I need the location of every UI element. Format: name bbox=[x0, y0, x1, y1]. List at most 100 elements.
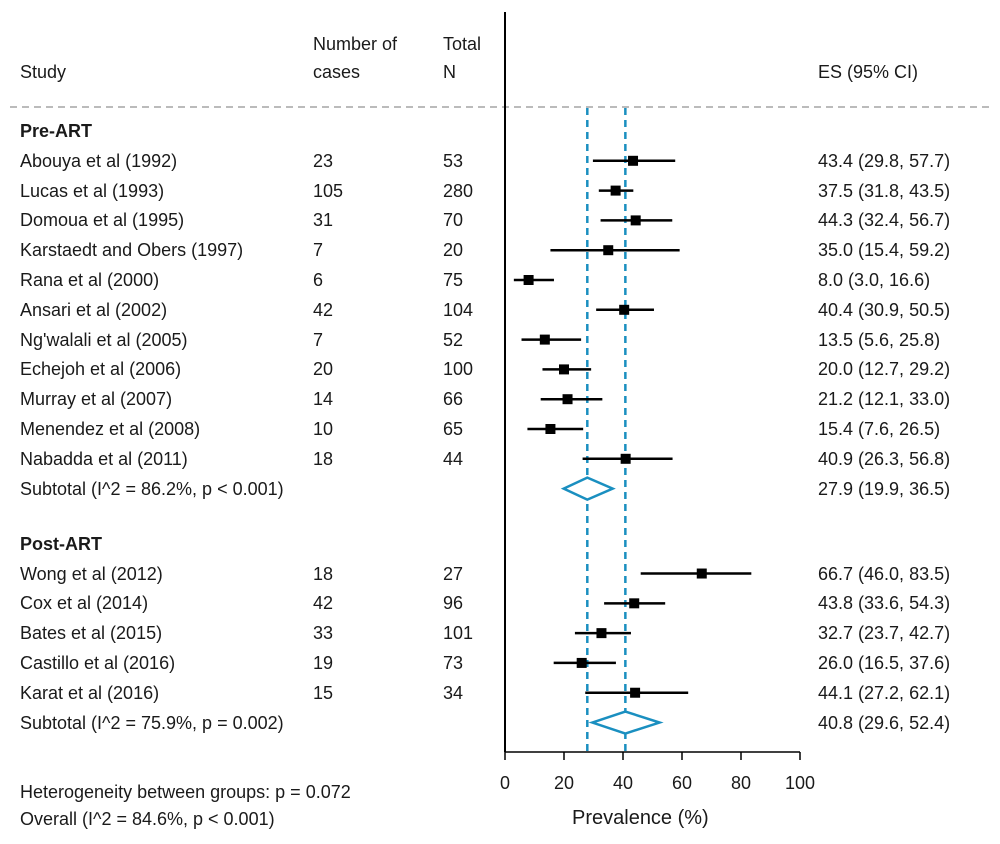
point-estimate bbox=[628, 155, 639, 166]
study-name: Bates et al (2015) bbox=[20, 623, 163, 644]
study-name: Karstaedt and Obers (1997) bbox=[20, 240, 244, 261]
study-cases: 105 bbox=[313, 180, 344, 201]
study-es-label: 20.0 (12.7, 29.2) bbox=[818, 359, 951, 380]
study-es-label: 40.4 (30.9, 50.5) bbox=[818, 299, 951, 320]
study-total-n: 70 bbox=[443, 210, 464, 231]
study-es-label: 13.5 (5.6, 25.8) bbox=[818, 329, 941, 350]
point-estimate bbox=[696, 568, 707, 579]
x-tick-label-40: 40 bbox=[613, 773, 633, 793]
study-total-n: 27 bbox=[443, 563, 464, 584]
point-estimate bbox=[629, 598, 640, 609]
point-estimate bbox=[545, 424, 556, 434]
study-es-label: 40.9 (26.3, 56.8) bbox=[818, 448, 951, 469]
study-name: Karat et al (2016) bbox=[20, 682, 160, 703]
study-es-label: 66.7 (46.0, 83.5) bbox=[818, 563, 951, 584]
study-total-n: 75 bbox=[443, 270, 464, 290]
study-cases: 18 bbox=[313, 563, 334, 584]
subtotal-label-0: Subtotal (I^2 = 86.2%, p < 0.001) bbox=[20, 478, 284, 499]
point-estimate bbox=[596, 628, 607, 639]
subtotal-label-1: Subtotal (I^2 = 75.9%, p = 0.002) bbox=[20, 712, 284, 733]
study-name: Ng'walali et al (2005) bbox=[20, 329, 188, 350]
study-total-n: 104 bbox=[443, 299, 474, 320]
study-total-n: 101 bbox=[443, 623, 474, 644]
study-cases: 42 bbox=[313, 299, 334, 320]
study-cases: 20 bbox=[313, 359, 334, 380]
study-es-label: 26.0 (16.5, 37.6) bbox=[818, 652, 951, 673]
study-name: Murray et al (2007) bbox=[20, 389, 173, 410]
study-name: Cox et al (2014) bbox=[20, 593, 149, 614]
study-cases: 10 bbox=[313, 419, 334, 439]
header-es: ES (95% CI) bbox=[818, 62, 919, 82]
point-estimate bbox=[630, 215, 641, 226]
point-estimate bbox=[603, 245, 614, 256]
study-name: Castillo et al (2016) bbox=[20, 652, 176, 673]
point-estimate bbox=[539, 334, 550, 345]
study-es-label: 15.4 (7.6, 26.5) bbox=[818, 419, 941, 439]
study-name: Rana et al (2000) bbox=[20, 270, 160, 290]
point-estimate bbox=[619, 304, 630, 315]
study-cases: 23 bbox=[313, 150, 334, 171]
study-name: Menendez et al (2008) bbox=[20, 419, 201, 439]
group-title-1: Post-ART bbox=[20, 533, 102, 554]
subtotal-es-label-1: 40.8 (29.6, 52.4) bbox=[818, 712, 951, 733]
point-estimate bbox=[523, 275, 534, 285]
x-tick-label-20: 20 bbox=[554, 773, 574, 793]
study-total-n: 53 bbox=[443, 150, 464, 171]
study-name: Nabadda et al (2011) bbox=[20, 448, 188, 469]
study-es-label: 43.8 (33.6, 54.3) bbox=[818, 593, 951, 614]
overall-text: Overall (I^2 = 84.6%, p < 0.001) bbox=[20, 809, 275, 829]
study-es-label: 32.7 (23.7, 42.7) bbox=[818, 623, 951, 644]
study-cases: 6 bbox=[313, 270, 324, 290]
study-name: Abouya et al (1992) bbox=[20, 150, 178, 171]
study-name: Wong et al (2012) bbox=[20, 563, 163, 584]
study-es-label: 44.3 (32.4, 56.7) bbox=[818, 210, 951, 231]
header-cases-line2: cases bbox=[313, 62, 361, 82]
study-es-label: 44.1 (27.2, 62.1) bbox=[818, 682, 951, 703]
group-title-0: Pre-ART bbox=[20, 121, 93, 141]
x-tick-label-100: 100 bbox=[785, 773, 815, 793]
point-estimate bbox=[576, 657, 587, 668]
point-estimate bbox=[562, 394, 573, 405]
study-cases: 14 bbox=[313, 389, 334, 410]
point-estimate bbox=[610, 185, 621, 196]
study-total-n: 20 bbox=[443, 240, 464, 261]
study-cases: 7 bbox=[313, 329, 324, 350]
study-total-n: 100 bbox=[443, 359, 474, 380]
study-cases: 7 bbox=[313, 240, 324, 261]
x-axis-label: Prevalence (%) bbox=[572, 807, 709, 829]
study-cases: 42 bbox=[313, 593, 334, 614]
study-es-label: 37.5 (31.8, 43.5) bbox=[818, 180, 951, 201]
study-es-label: 43.4 (29.8, 57.7) bbox=[818, 150, 951, 171]
x-tick-label-0: 0 bbox=[500, 773, 510, 793]
header-total-line2: N bbox=[443, 62, 456, 82]
study-cases: 33 bbox=[313, 623, 334, 644]
study-total-n: 96 bbox=[443, 593, 464, 614]
study-total-n: 65 bbox=[443, 419, 464, 439]
study-total-n: 280 bbox=[443, 180, 474, 201]
point-estimate bbox=[620, 453, 631, 464]
study-cases: 15 bbox=[313, 682, 334, 703]
study-name: Echejoh et al (2006) bbox=[20, 359, 182, 380]
study-total-n: 34 bbox=[443, 682, 464, 703]
study-total-n: 52 bbox=[443, 329, 464, 350]
header-total-line1: Total bbox=[443, 34, 482, 54]
point-estimate bbox=[630, 687, 641, 698]
subtotal-diamond-0 bbox=[560, 476, 616, 501]
header-study: Study bbox=[20, 62, 67, 82]
subtotal-es-label-0: 27.9 (19.9, 36.5) bbox=[818, 478, 951, 499]
study-name: Domoua et al (1995) bbox=[20, 210, 185, 231]
x-tick-label-60: 60 bbox=[672, 773, 692, 793]
study-es-label: 35.0 (15.4, 59.2) bbox=[818, 240, 951, 261]
x-tick-label-80: 80 bbox=[731, 773, 751, 793]
study-es-label: 8.0 (3.0, 16.6) bbox=[818, 270, 931, 290]
study-cases: 19 bbox=[313, 652, 334, 673]
study-name: Lucas et al (1993) bbox=[20, 180, 165, 201]
point-estimate bbox=[559, 364, 569, 375]
heterogeneity-text: Heterogeneity between groups: p = 0.072 bbox=[20, 782, 351, 802]
study-cases: 31 bbox=[313, 210, 334, 231]
study-total-n: 73 bbox=[443, 652, 464, 673]
study-cases: 18 bbox=[313, 448, 334, 469]
study-es-label: 21.2 (12.1, 33.0) bbox=[818, 389, 951, 410]
study-total-n: 44 bbox=[443, 448, 464, 469]
